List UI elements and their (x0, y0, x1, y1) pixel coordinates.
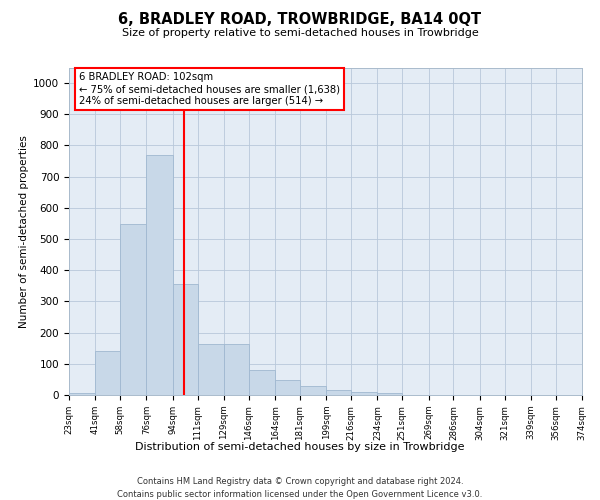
Text: Size of property relative to semi-detached houses in Trowbridge: Size of property relative to semi-detach… (122, 28, 478, 38)
Bar (173, 284, 197, 395)
Bar (95, 352, 120, 395)
Bar (197, 344, 224, 395)
Bar (120, 224, 146, 395)
Text: Distribution of semi-detached houses by size in Trowbridge: Distribution of semi-detached houses by … (135, 442, 465, 452)
Bar (146, 155, 173, 395)
Bar (326, 390, 351, 395)
Bar (377, 394, 402, 395)
Text: 6 BRADLEY ROAD: 102sqm
← 75% of semi-detached houses are smaller (1,638)
24% of : 6 BRADLEY ROAD: 102sqm ← 75% of semi-det… (79, 72, 340, 106)
Bar (224, 344, 249, 395)
Text: 6, BRADLEY ROAD, TROWBRIDGE, BA14 0QT: 6, BRADLEY ROAD, TROWBRIDGE, BA14 0QT (118, 12, 482, 28)
Bar (275, 380, 300, 395)
Text: Contains HM Land Registry data © Crown copyright and database right 2024.: Contains HM Land Registry data © Crown c… (137, 478, 463, 486)
Bar (300, 386, 326, 395)
Y-axis label: Number of semi-detached properties: Number of semi-detached properties (19, 135, 29, 328)
Bar (69, 392, 95, 395)
Bar (249, 370, 275, 395)
Text: Contains public sector information licensed under the Open Government Licence v3: Contains public sector information licen… (118, 490, 482, 499)
Bar (351, 392, 377, 395)
